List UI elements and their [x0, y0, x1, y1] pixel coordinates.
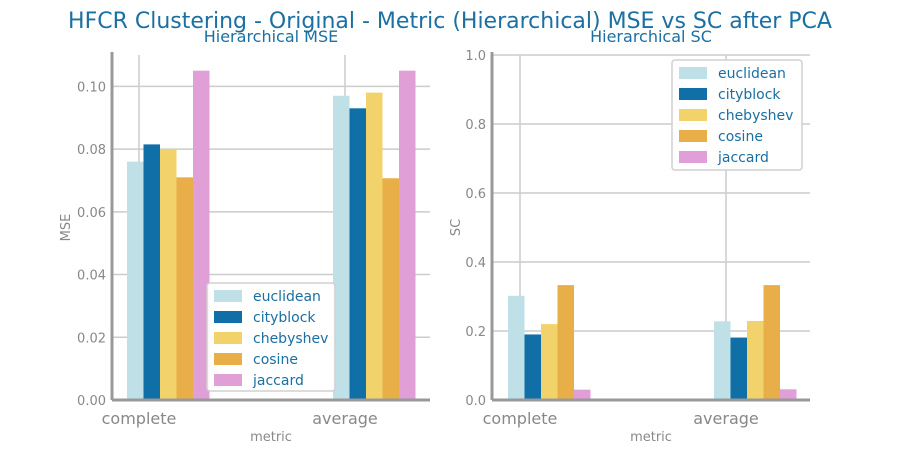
mse-bar-complete-chebyshev [160, 149, 177, 400]
sc-xtick-label: complete [483, 409, 558, 428]
mse-legend-label-cosine: cosine [253, 352, 298, 368]
mse-bar-average-euclidean [333, 95, 350, 400]
sc-ytick-label: 0.2 [465, 325, 486, 340]
sc-legend-box [671, 59, 803, 171]
mse-legend-label-jaccard: jaccard [252, 373, 304, 389]
mse-legend-swatch-chebyshev [214, 332, 242, 344]
sc-legend-swatch-chebyshev [679, 109, 707, 121]
sc-bar-complete-euclidean [508, 295, 525, 400]
sc-panel: 0.0 0.2 0.4 0.6 0.8 1.0 complete average metric S… [449, 27, 810, 445]
sc-ytick-label: 0.8 [465, 118, 486, 133]
mse-legend-label-cityblock: cityblock [253, 310, 316, 326]
sc-panel-title: Hierarchical SC [590, 27, 712, 46]
mse-xtick-label: complete [102, 409, 177, 428]
sc-bar-average-jaccard [780, 389, 797, 400]
sc-legend-swatch-jaccard [679, 151, 707, 163]
mse-bar-average-chebyshev [366, 92, 383, 401]
sc-legend-label-cityblock: cityblock [718, 87, 781, 103]
sc-bar-complete-cosine [557, 285, 574, 400]
sc-legend: euclidean cityblock chebyshev cosine jaccard [671, 59, 803, 171]
mse-legend-swatch-euclidean [214, 290, 242, 302]
sc-legend-label-jaccard: jaccard [717, 150, 769, 166]
mse-bar-average-cosine [382, 178, 399, 400]
sc-legend-label-cosine: cosine [718, 129, 763, 145]
mse-ytick-label: 0.08 [77, 143, 106, 158]
sc-ytick-label: 0.0 [465, 394, 486, 409]
mse-panel-title: Hierarchical MSE [204, 27, 339, 46]
mse-ytick-label: 0.10 [77, 80, 106, 95]
mse-legend-label-euclidean: euclidean [253, 289, 321, 305]
mse-legend-swatch-jaccard [214, 374, 242, 386]
mse-bar-complete-euclidean [127, 161, 144, 400]
sc-bar-complete-chebyshev [541, 324, 558, 400]
sc-yaxis-label: SC [449, 219, 464, 236]
sc-bar-complete-jaccard [574, 389, 591, 400]
mse-panel: 0.00 0.02 0.04 0.06 0.08 0.10 complete average m… [59, 27, 430, 445]
mse-legend-label-chebyshev: chebyshev [253, 331, 328, 347]
mse-legend: euclidean cityblock chebyshev cosine jaccard [206, 282, 336, 392]
sc-bar-complete-cityblock [524, 334, 541, 400]
sc-bar-average-cosine [763, 285, 780, 400]
mse-legend-swatch-cosine [214, 353, 242, 365]
sc-legend-label-chebyshev: chebyshev [718, 108, 793, 124]
sc-ytick-label: 1.0 [465, 49, 486, 64]
mse-xtick-label: average [312, 409, 378, 428]
mse-ytick-label: 0.02 [77, 331, 106, 346]
mse-ytick-label: 0.04 [77, 269, 106, 284]
sc-legend-label-euclidean: euclidean [718, 66, 786, 82]
mse-bar-complete-jaccard [193, 70, 210, 400]
mse-bar-complete-cityblock [143, 144, 160, 400]
sc-legend-swatch-cosine [679, 130, 707, 142]
figure-title: HFCR Clustering - Original - Metric (Hie… [68, 9, 832, 34]
mse-xaxis-label: metric [250, 430, 292, 445]
mse-bar-average-jaccard [399, 70, 416, 400]
sc-bar-average-chebyshev [747, 320, 764, 400]
mse-ytick-label: 0.06 [77, 206, 106, 221]
sc-legend-swatch-euclidean [679, 67, 707, 79]
sc-ytick-label: 0.4 [465, 256, 486, 271]
mse-bar-complete-cosine [176, 177, 193, 400]
mse-ytick-label: 0.00 [77, 394, 106, 409]
mse-legend-swatch-cityblock [214, 311, 242, 323]
sc-ytick-label: 0.6 [465, 187, 486, 202]
mse-yaxis-label: MSE [59, 214, 74, 242]
sc-xaxis-label: metric [630, 430, 672, 445]
sc-xtick-label: average [693, 409, 759, 428]
sc-legend-swatch-cityblock [679, 88, 707, 100]
sc-bar-average-cityblock [730, 337, 747, 400]
mse-bar-average-cityblock [349, 108, 366, 401]
sc-bar-average-euclidean [714, 321, 731, 400]
